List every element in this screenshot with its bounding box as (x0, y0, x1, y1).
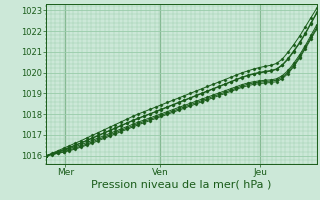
X-axis label: Pression niveau de la mer( hPa ): Pression niveau de la mer( hPa ) (92, 180, 272, 190)
